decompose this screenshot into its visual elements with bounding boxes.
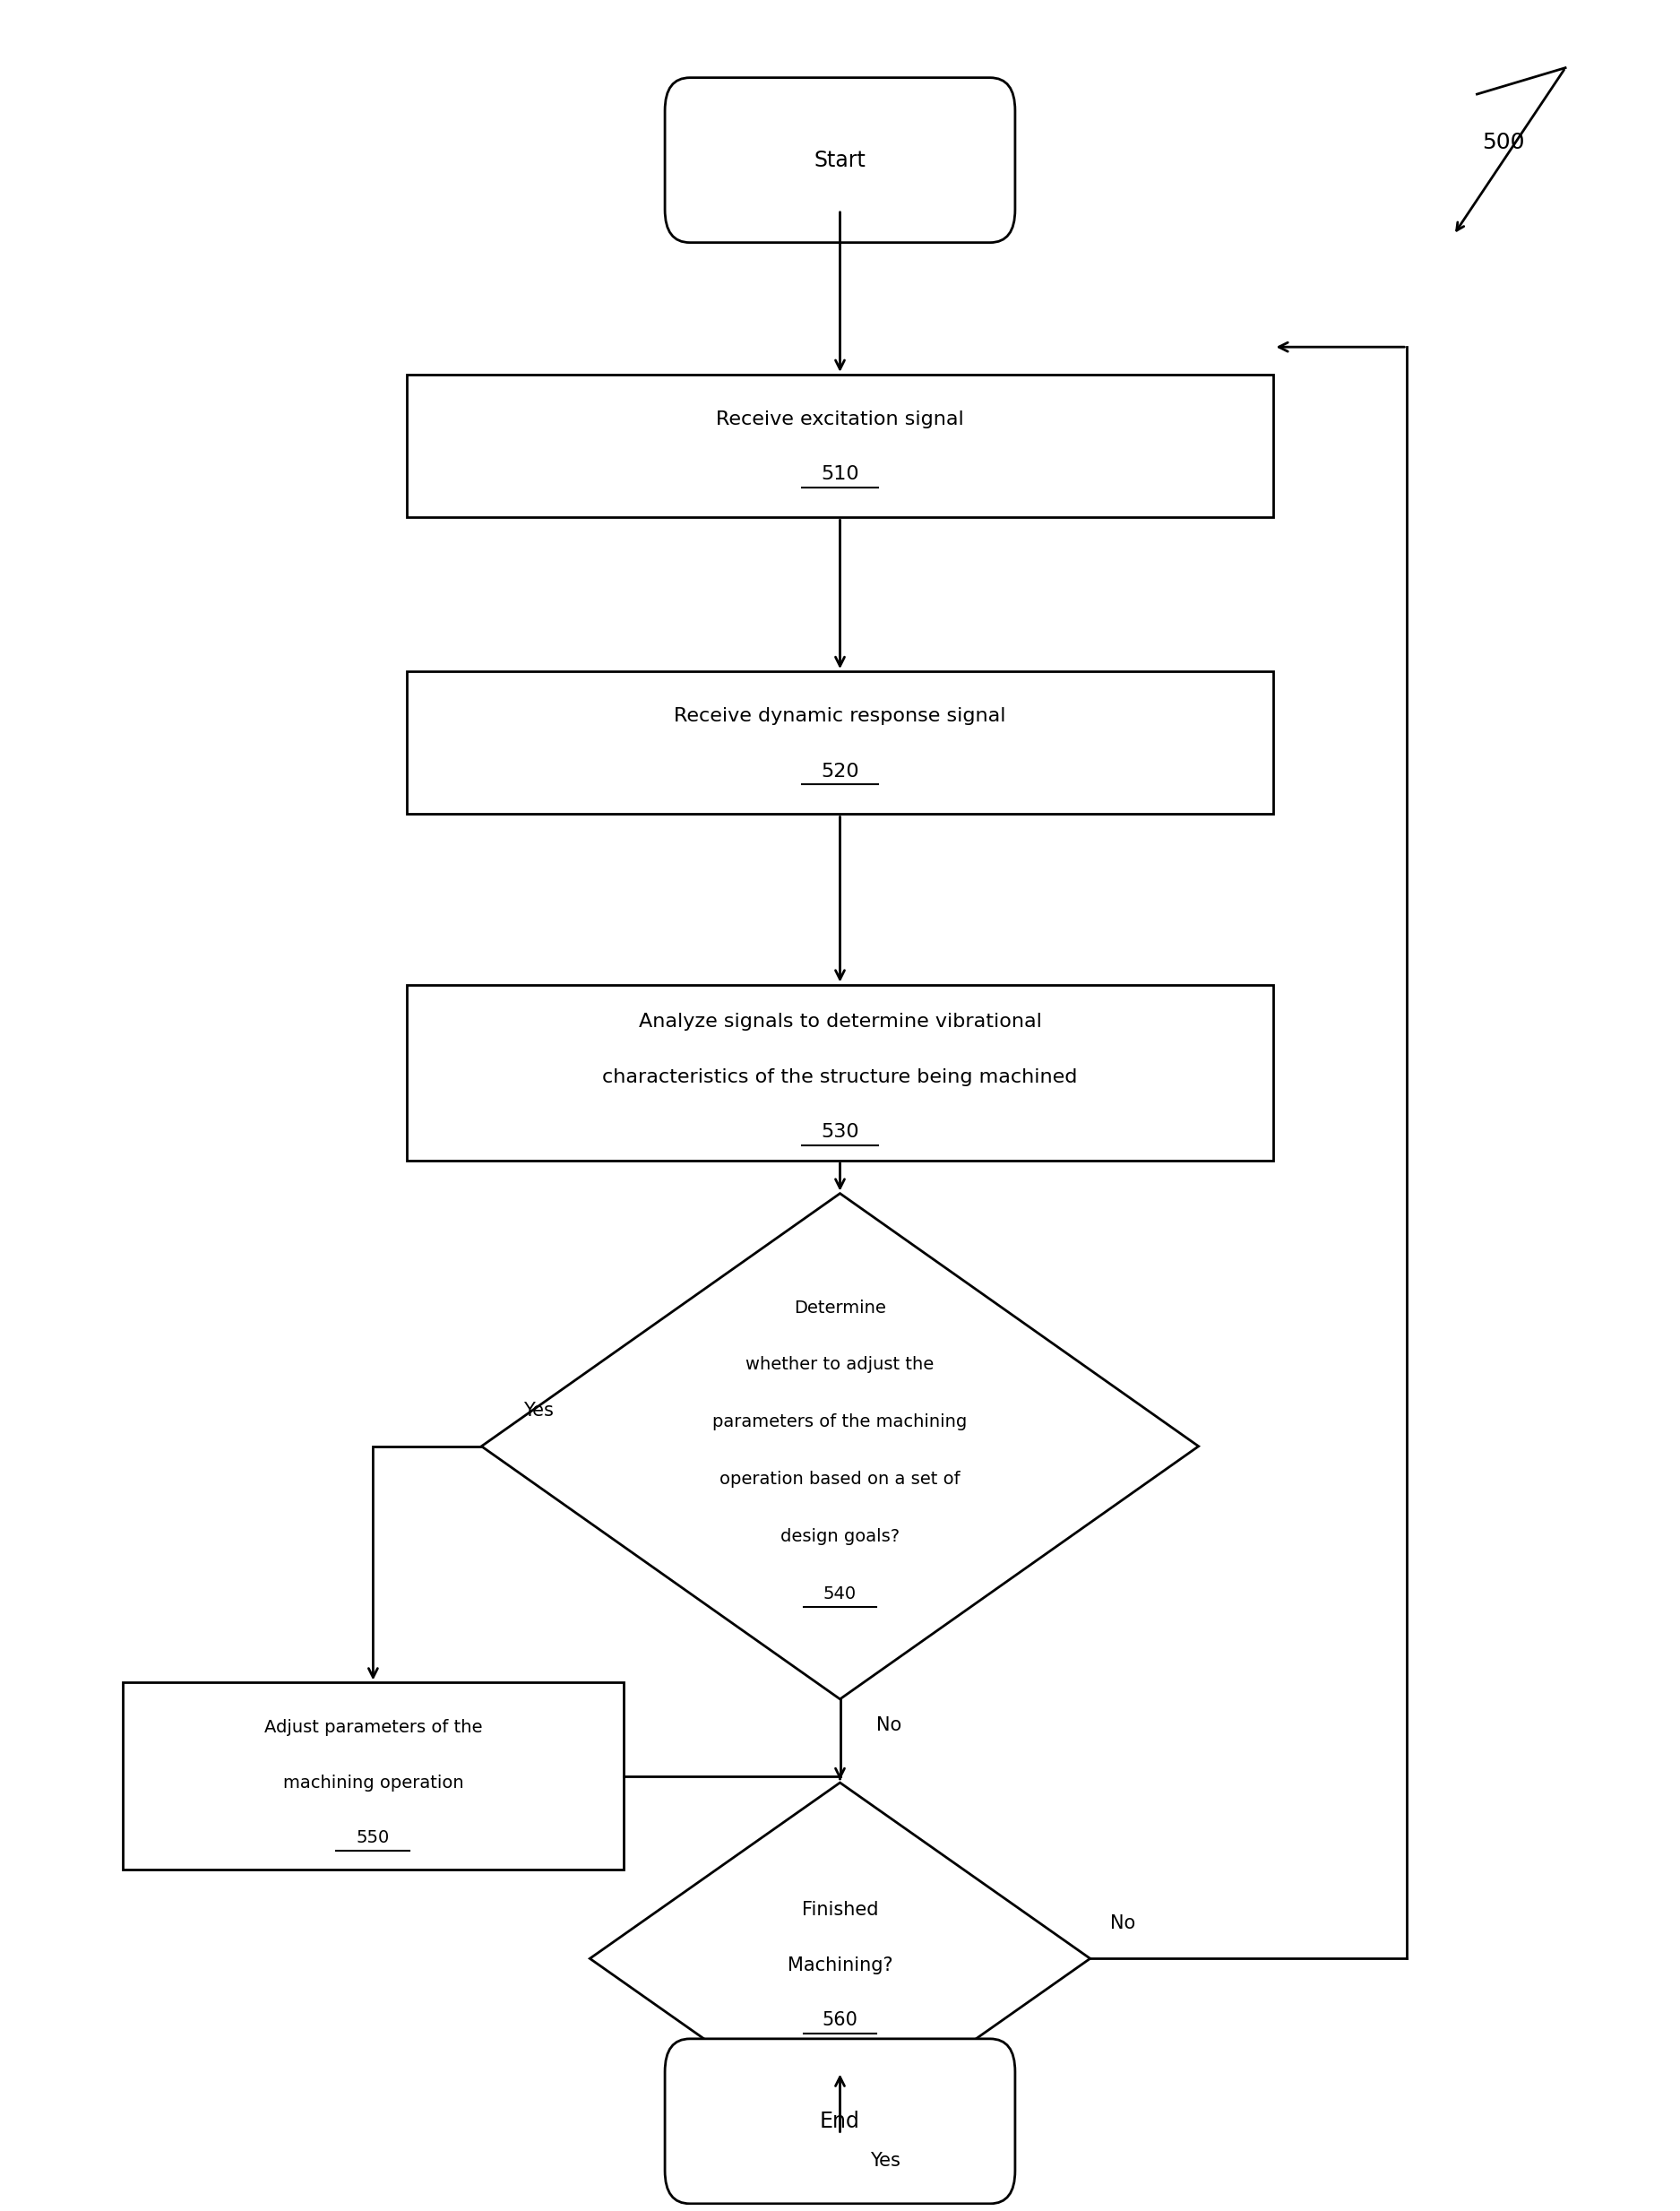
Text: Analyze signals to determine vibrational: Analyze signals to determine vibrational (638, 1013, 1042, 1030)
Text: 550: 550 (356, 1828, 390, 1846)
Text: Finished: Finished (801, 1901, 879, 1919)
FancyBboxPatch shape (665, 77, 1015, 243)
Bar (123, 1683, 623, 1871)
Text: design goals?: design goals? (781, 1528, 900, 1545)
Text: Start: Start (815, 150, 865, 170)
Text: Yes: Yes (870, 2151, 900, 2169)
Bar (407, 672, 1273, 814)
Polygon shape (590, 1782, 1090, 2134)
Text: parameters of the machining: parameters of the machining (712, 1413, 968, 1431)
Bar (407, 984, 1273, 1161)
FancyBboxPatch shape (665, 2039, 1015, 2204)
Text: End: End (820, 2112, 860, 2131)
Text: 560: 560 (822, 2012, 858, 2030)
Text: Determine: Determine (795, 1300, 885, 1316)
Text: characteristics of the structure being machined: characteristics of the structure being m… (603, 1068, 1077, 1086)
Text: 540: 540 (823, 1585, 857, 1603)
Text: No: No (877, 1716, 902, 1736)
Text: 500: 500 (1482, 133, 1524, 153)
Text: 520: 520 (822, 763, 858, 780)
Text: Machining?: Machining? (788, 1957, 892, 1974)
Text: machining operation: machining operation (282, 1773, 464, 1791)
Polygon shape (482, 1194, 1198, 1698)
Text: Adjust parameters of the: Adjust parameters of the (264, 1720, 482, 1736)
Text: operation based on a set of: operation based on a set of (719, 1470, 961, 1488)
Text: No: No (1110, 1915, 1136, 1932)
Text: 510: 510 (822, 467, 858, 484)
Text: whether to adjust the: whether to adjust the (746, 1355, 934, 1373)
Text: Receive excitation signal: Receive excitation signal (716, 411, 964, 429)
Bar (407, 374, 1273, 517)
Text: Receive dynamic response signal: Receive dynamic response signal (674, 708, 1006, 725)
Text: Yes: Yes (522, 1402, 553, 1419)
Text: 530: 530 (822, 1123, 858, 1141)
